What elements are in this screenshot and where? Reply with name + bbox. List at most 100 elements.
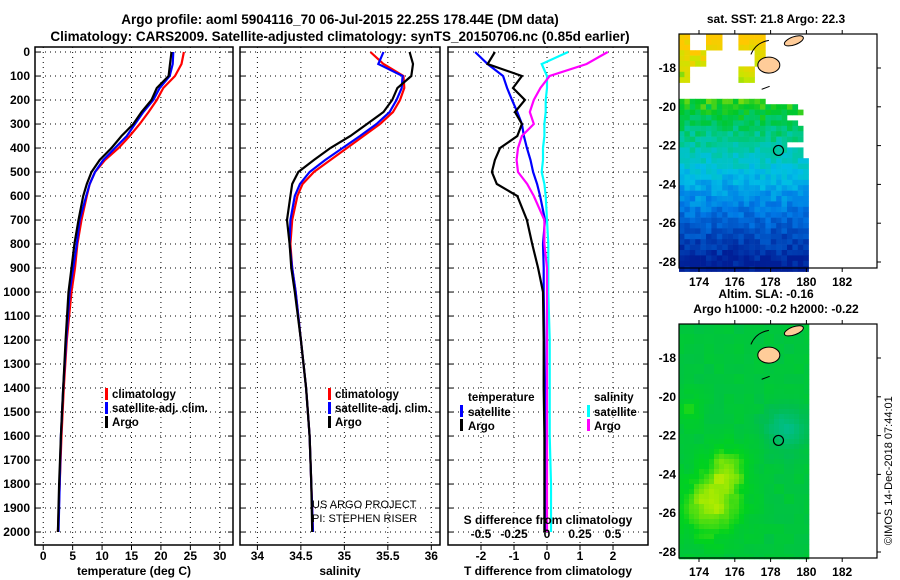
sla-cell (774, 529, 780, 535)
sst-cell (760, 98, 766, 105)
sla-cell (759, 444, 765, 450)
figure-title-line1: Argo profile: aoml 5904116_70 06-Jul-201… (121, 12, 558, 27)
sla-cell (744, 404, 750, 410)
sst-cell (727, 147, 734, 154)
sla-cell (779, 369, 785, 375)
sla-cell (689, 454, 695, 460)
sst-cell (711, 250, 718, 256)
sla-cell (739, 509, 745, 515)
sst-cell (722, 196, 728, 202)
sla-cell (764, 529, 770, 535)
sst-cell (760, 136, 766, 143)
sla-cell (799, 544, 805, 550)
sla-cell (699, 399, 705, 405)
sla-cell (729, 349, 735, 355)
lat-tick-label: -22 (659, 139, 677, 153)
sla-cell (759, 499, 765, 505)
lon-tick-label: 178 (761, 565, 781, 579)
sla-cell (794, 344, 800, 350)
sla-cell (714, 514, 720, 520)
lat-tick-label: -28 (659, 255, 677, 269)
sla-cell (699, 554, 705, 560)
map-frame (678, 323, 878, 559)
sla-cell (689, 549, 695, 555)
sst-cell (760, 190, 766, 197)
sst-cell (716, 185, 723, 191)
legend-swatch (587, 419, 590, 431)
sla-cell (694, 374, 700, 380)
sst-cell (716, 109, 723, 116)
sla-cell (764, 329, 770, 335)
sst-cell (679, 98, 685, 105)
sla-cell (744, 349, 750, 355)
sst-cell (787, 125, 793, 132)
sst-cell (749, 98, 755, 105)
sst-cell (733, 120, 739, 127)
sst-cell (743, 66, 750, 73)
sst-cell (776, 174, 782, 181)
sla-cell (739, 479, 745, 485)
sla-cell (739, 464, 745, 470)
sst-cell (760, 44, 766, 51)
sla-cell (714, 374, 720, 380)
sst-cell (689, 206, 696, 213)
sst-cell (706, 104, 712, 110)
sla-cell (704, 409, 710, 415)
sla-cell (794, 349, 800, 355)
sla-cell (699, 419, 705, 425)
sst-cell (749, 44, 755, 51)
sst-cell (733, 239, 739, 245)
sla-cell (774, 414, 780, 420)
lon-tick-label: 176 (725, 275, 745, 289)
sst-cell (684, 233, 691, 240)
sla-cell (734, 414, 740, 420)
sst-cell (776, 196, 782, 202)
sst-cell (787, 255, 793, 262)
sst-cell (695, 109, 701, 116)
sst-cell (695, 223, 701, 229)
sla-cell (749, 429, 755, 435)
sla-cell (794, 514, 800, 520)
sst-cell (722, 255, 728, 262)
sla-cell (779, 449, 785, 455)
sst-cell (700, 266, 707, 272)
sst-cell (765, 163, 772, 170)
sla-cell (724, 549, 730, 555)
sla-cell (729, 424, 735, 430)
sla-cell (759, 364, 765, 370)
sst-cell (792, 179, 799, 186)
sla-cell (729, 399, 735, 405)
temperature-panel: 0100200300400500600700800900100011001200… (3, 45, 234, 578)
sla-cell (699, 414, 705, 420)
sla-cell (789, 464, 795, 470)
sla-cell (704, 339, 710, 345)
sla-cell (694, 384, 700, 390)
sst-cell (797, 131, 804, 137)
sla-cell (704, 534, 710, 540)
sla-cell (739, 359, 745, 365)
sla-cell (714, 549, 720, 555)
sla-cell (769, 464, 775, 470)
sla-cell (719, 489, 725, 495)
legend-heading-temperature: temperature (468, 392, 534, 404)
sla-cell (749, 369, 755, 375)
sst-cell (716, 233, 723, 240)
sla-cell (769, 414, 775, 420)
sst-cell (765, 147, 772, 154)
sla-cell (729, 464, 735, 470)
sla-cell (694, 509, 700, 515)
sla-cell (799, 464, 805, 470)
sla-cell (734, 554, 740, 560)
sla-cell (734, 444, 740, 450)
sla-cell (739, 364, 745, 370)
sst-cell (733, 266, 739, 272)
sla-cell (779, 334, 785, 340)
sst-cell (803, 217, 809, 224)
legend-label: satellite-adj. clim. (335, 403, 431, 415)
sla-cell (714, 439, 720, 445)
sst-cell (770, 158, 777, 164)
sla-cell (804, 339, 810, 345)
sla-cell (744, 434, 750, 440)
sst-cell (684, 152, 691, 159)
sla-cell (749, 509, 755, 515)
